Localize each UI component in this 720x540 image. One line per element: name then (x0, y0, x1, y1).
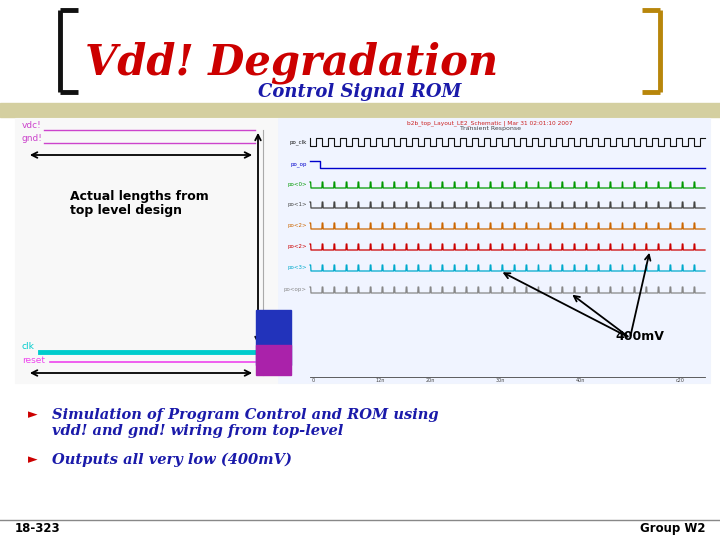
Text: Transient Response: Transient Response (459, 126, 521, 131)
Bar (256, 310, 291, 365)
Text: 30n: 30n (495, 378, 505, 383)
Text: ►: ► (28, 454, 37, 467)
Text: clk: clk (22, 342, 35, 351)
Text: Control Signal ROM: Control Signal ROM (258, 83, 462, 101)
Text: 0: 0 (312, 378, 315, 383)
Text: c20: c20 (675, 378, 685, 383)
Bar (256, 345, 291, 375)
Text: po_op: po_op (290, 161, 307, 167)
Text: po<3>: po<3> (287, 265, 307, 270)
Text: 40n: 40n (575, 378, 585, 383)
Text: Vdd! Degradation: Vdd! Degradation (85, 42, 498, 84)
Text: Group W2: Group W2 (639, 522, 705, 535)
Text: po_clk: po_clk (289, 139, 307, 145)
Text: 400mV: 400mV (615, 330, 664, 343)
Text: top level design: top level design (70, 204, 182, 217)
Text: 12n: 12n (375, 378, 384, 383)
Bar (15, 118, 710, 383)
Text: po<0>: po<0> (287, 182, 307, 187)
Text: Actual lengths from: Actual lengths from (70, 190, 209, 203)
Text: po<1>: po<1> (287, 202, 307, 207)
Bar (0, 103, 720, 117)
Text: Outputs all very low (400mV): Outputs all very low (400mV) (52, 453, 292, 467)
Text: ►: ► (28, 408, 37, 422)
Bar (278, 118, 710, 383)
Text: gnd!: gnd! (22, 134, 43, 143)
Text: Simulation of Program Control and ROM using: Simulation of Program Control and ROM us… (52, 408, 438, 422)
Text: 20n: 20n (426, 378, 435, 383)
Text: vdd! and gnd! wiring from top-level: vdd! and gnd! wiring from top-level (52, 424, 343, 438)
Text: reset: reset (22, 356, 45, 365)
Text: b2b_top_Layout_LE2_Schematic | Mar 31 02:01:10 2007: b2b_top_Layout_LE2_Schematic | Mar 31 02… (408, 120, 573, 126)
Text: po<2>: po<2> (287, 244, 307, 249)
Text: vdc!: vdc! (22, 121, 42, 130)
Text: po<2>: po<2> (287, 223, 307, 228)
Text: 18-323: 18-323 (15, 522, 60, 535)
Text: po<op>: po<op> (284, 287, 307, 292)
